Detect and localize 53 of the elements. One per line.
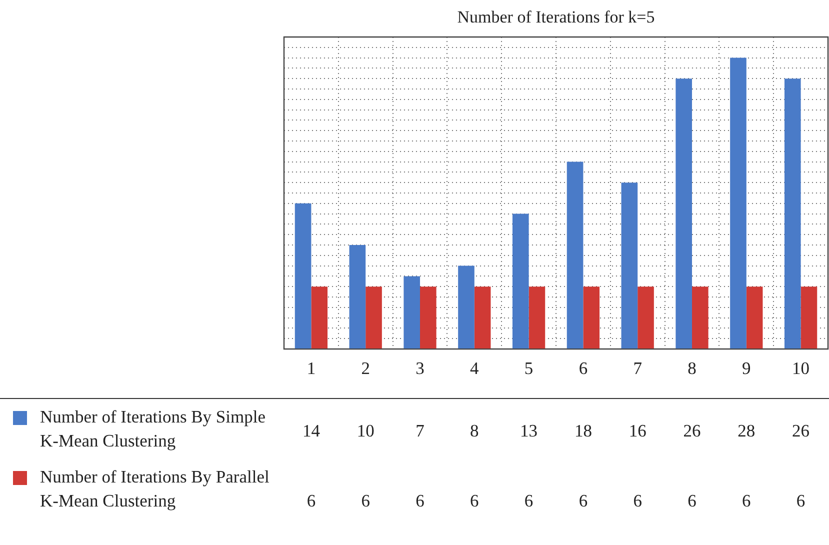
data-label: 8 [470, 420, 480, 441]
x-tick-label: 8 [688, 358, 697, 378]
data-label: 26 [792, 420, 810, 441]
x-tick-label: 10 [792, 358, 810, 378]
bar [730, 58, 746, 348]
data-label: 16 [628, 420, 647, 441]
bar [583, 286, 600, 348]
bar [420, 286, 436, 348]
legend-label: Number of Iterations By Simple K-Mean Clustering [40, 406, 266, 451]
x-tick-label: 3 [416, 358, 425, 378]
bar [800, 286, 818, 348]
data-label: 6 [578, 490, 588, 511]
bar [638, 286, 654, 348]
bar [676, 78, 692, 348]
legend-label: Number of Iterations By Parallel K-Mean Clustering [40, 466, 270, 511]
data-label: 6 [306, 490, 316, 511]
bar [311, 286, 328, 348]
data-label: 14 [302, 420, 320, 441]
data-label: 6 [470, 490, 480, 511]
bar [528, 286, 546, 348]
x-tick-label: 7 [633, 358, 642, 378]
x-tick-label: 5 [524, 358, 534, 378]
bar [366, 286, 382, 348]
bar [404, 276, 420, 348]
bar [566, 162, 584, 348]
data-label: 6 [361, 490, 370, 511]
data-label: 6 [688, 490, 697, 511]
bar [784, 78, 801, 348]
bar [474, 286, 491, 348]
bar [746, 286, 763, 348]
bar [512, 214, 529, 348]
x-tick-label: 1 [306, 358, 316, 378]
bar [692, 286, 708, 348]
x-tick-label: 2 [361, 358, 370, 378]
data-label: 7 [416, 420, 425, 441]
bar [621, 182, 638, 348]
chart-title: Number of Iterations for k=5 [457, 7, 655, 26]
data-label: 26 [683, 420, 701, 441]
bar [349, 245, 366, 348]
bar [458, 266, 474, 348]
data-label: 6 [742, 490, 752, 511]
data-label: 28 [738, 420, 756, 441]
x-tick-label: 6 [578, 358, 588, 378]
data-label: 10 [356, 420, 375, 441]
bar [294, 203, 312, 348]
data-label: 6 [796, 490, 806, 511]
data-label: 6 [633, 490, 642, 511]
x-tick-label: 4 [470, 358, 480, 378]
data-label: 6 [416, 490, 425, 511]
data-label: 13 [520, 420, 538, 441]
data-label: 6 [524, 490, 534, 511]
data-label: 18 [574, 420, 592, 441]
x-tick-label: 9 [742, 358, 752, 378]
